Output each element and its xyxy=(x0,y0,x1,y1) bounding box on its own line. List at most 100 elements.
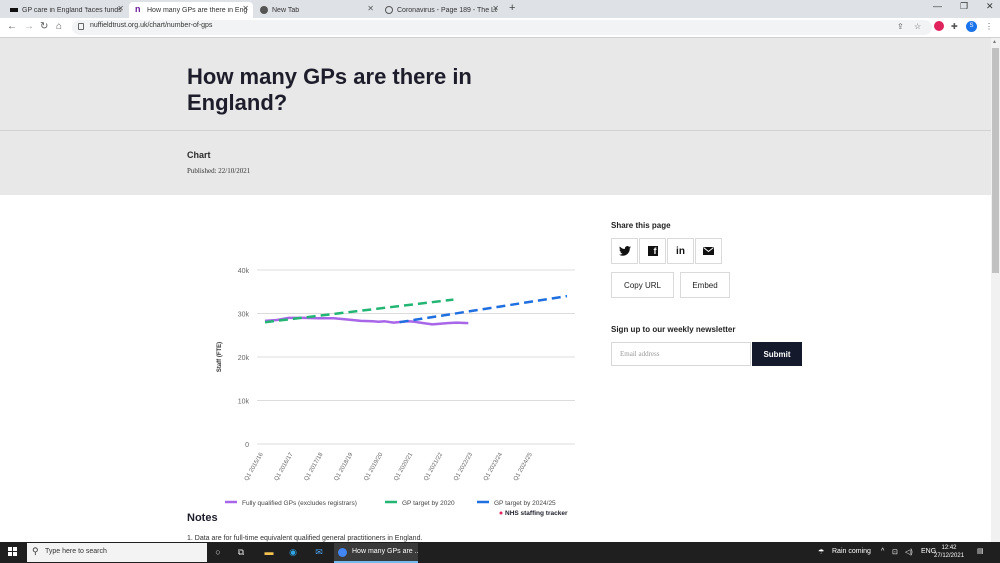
close-icon[interactable]: ✕ xyxy=(242,4,249,13)
x-tick-label: Q1 2019/20 xyxy=(363,451,384,482)
restore-icon[interactable]: ❐ xyxy=(960,1,969,11)
extensions-puzzle-icon[interactable]: ✚ xyxy=(951,22,958,31)
tab-title: How many GPs are there in Engla xyxy=(147,6,247,14)
y-tick-label: 40k xyxy=(238,268,250,275)
chrome-icon xyxy=(338,548,347,557)
globe-icon xyxy=(385,6,393,14)
scrollbar-thumb[interactable] xyxy=(992,48,999,273)
y-tick-label: 0 xyxy=(245,442,249,449)
y-tick-label: 30k xyxy=(238,312,250,319)
extension-icon[interactable] xyxy=(934,21,944,31)
close-icon[interactable]: ✕ xyxy=(117,4,124,13)
profile-avatar[interactable]: S xyxy=(966,21,977,32)
facebook-icon: f xyxy=(647,246,658,256)
gp-chart: 0 10k 20k 30k 40k Staff (FTE) Q1 2015/16 Q1 201… xyxy=(205,218,595,518)
legend-label: GP target by 2020 xyxy=(402,500,455,507)
reload-icon[interactable]: ↻ xyxy=(40,21,49,32)
series-line-2 xyxy=(399,294,568,324)
x-tick-label: Q1 2017/18 xyxy=(304,451,325,482)
globe-icon xyxy=(260,6,268,14)
search-icon: ⚲ xyxy=(32,546,39,556)
close-window-icon[interactable]: ✕ xyxy=(986,1,994,11)
windows-start-icon[interactable] xyxy=(8,547,18,557)
minimize-icon[interactable]: — xyxy=(933,1,942,11)
share-icon[interactable]: ⇪ xyxy=(897,22,904,31)
menu-dots-icon[interactable]: ⋮ xyxy=(985,22,993,31)
email-share-button[interactable] xyxy=(695,238,722,264)
meta-band: Chart Published: 22/10/2021 xyxy=(0,131,991,195)
linkedin-icon: in xyxy=(676,245,685,257)
x-tick-label: Q1 2021/22 xyxy=(423,451,444,482)
bbc-favicon-icon xyxy=(10,8,18,12)
tab-title: GP care in England 'faces funds a xyxy=(22,6,122,14)
linkedin-share-button[interactable]: in xyxy=(667,238,694,264)
submit-button[interactable]: Submit xyxy=(752,342,802,366)
tab-coronavirus[interactable]: Coronavirus - Page 189 - The Lo ✕ xyxy=(379,2,503,18)
weather-umbrella-icon[interactable]: ☂ xyxy=(818,549,825,556)
content-type-label: Chart xyxy=(187,150,211,160)
language-indicator[interactable]: ENG xyxy=(921,548,937,555)
copy-url-button[interactable]: Copy URL xyxy=(611,272,674,298)
file-explorer-icon[interactable]: ▬ xyxy=(264,547,274,557)
email-input[interactable]: Email address xyxy=(611,342,751,366)
taskbar-search-box[interactable]: ⚲ Type here to search xyxy=(27,543,207,562)
notes-heading: Notes xyxy=(187,512,218,524)
y-tick-label: 20k xyxy=(238,355,250,362)
x-tick-label: Q1 2020/21 xyxy=(393,451,414,482)
newsletter-title: Sign up to our weekly newsletter xyxy=(611,325,736,334)
search-placeholder: Type here to search xyxy=(45,548,107,555)
edge-icon[interactable]: ◉ xyxy=(289,547,297,557)
x-tick-label: Q1 2024/25 xyxy=(513,451,534,482)
legend-label: GP target by 2024/25 xyxy=(494,500,556,507)
weather-text[interactable]: Rain coming xyxy=(832,548,871,555)
page-scrollbar[interactable]: ▲ xyxy=(991,38,1000,542)
published-date: Published: 22/10/2021 xyxy=(187,167,251,175)
bookmark-star-icon[interactable]: ☆ xyxy=(914,22,922,31)
address-bar[interactable]: nuffieldtrust.org.uk/chart/number-of-gps xyxy=(72,20,932,35)
cortana-icon[interactable]: ○ xyxy=(215,547,221,557)
legend-label: Fully qualified GPs (excludes registrars… xyxy=(242,500,357,507)
scroll-up-icon[interactable]: ▲ xyxy=(992,39,997,45)
page-content: How many GPs are there in England? Chart… xyxy=(0,38,991,542)
lock-icon xyxy=(78,23,84,30)
home-icon[interactable]: ⌂ xyxy=(56,21,63,32)
header-band: How many GPs are there in England? xyxy=(0,38,991,131)
series-line-1 xyxy=(264,298,454,324)
twitter-icon xyxy=(618,246,631,256)
tab-new-tab[interactable]: New Tab ✕ xyxy=(254,2,378,18)
facebook-share-button[interactable]: f xyxy=(639,238,666,264)
tab-how-many-gps[interactable]: n How many GPs are there in Engla ✕ xyxy=(129,2,253,18)
tab-gp-care[interactable]: GP care in England 'faces funds a ✕ xyxy=(4,2,128,18)
notifications-icon[interactable]: ▤ xyxy=(977,548,984,555)
forward-icon[interactable]: → xyxy=(24,21,34,32)
mail-icon xyxy=(703,247,714,255)
taskbar-chrome-window[interactable]: How many GPs are ... xyxy=(334,543,418,563)
close-icon[interactable]: ✕ xyxy=(367,4,374,13)
source-label: NHS staffing tracker xyxy=(505,510,568,517)
mail-app-icon[interactable]: ✉ xyxy=(315,547,323,557)
back-icon[interactable]: ← xyxy=(7,21,17,32)
embed-button[interactable]: Embed xyxy=(680,272,730,298)
y-axis-label: Staff (FTE) xyxy=(217,342,223,372)
twitter-share-button[interactable] xyxy=(611,238,638,264)
tab-title: Coronavirus - Page 189 - The Lo xyxy=(397,6,497,14)
tray-chevron-icon[interactable]: ^ xyxy=(881,548,885,555)
new-tab-button[interactable]: + xyxy=(509,2,516,14)
page-title: How many GPs are there in England? xyxy=(187,64,472,115)
chart-svg: 0 10k 20k 30k 40k Staff (FTE) Q1 2015/16 Q1 201… xyxy=(217,268,575,517)
network-icon[interactable]: ⊡ xyxy=(892,549,898,556)
source-dot xyxy=(499,511,503,515)
browser-tab-strip: GP care in England 'faces funds a ✕ n Ho… xyxy=(0,0,1000,18)
tab-title: New Tab xyxy=(272,6,300,14)
task-view-icon[interactable]: ⧉ xyxy=(237,547,245,557)
nuffield-favicon-icon: n xyxy=(135,4,141,14)
windows-taskbar: ⚲ Type here to search ○ ⧉ ▬ ◉ ✉ How many… xyxy=(0,542,1000,563)
browser-toolbar: ← → ↻ ⌂ nuffieldtrust.org.uk/chart/numbe… xyxy=(0,18,1000,38)
taskbar-clock[interactable]: 12:42 27/12/2021 xyxy=(934,545,965,559)
share-title: Share this page xyxy=(611,221,671,230)
y-tick-label: 10k xyxy=(238,399,250,406)
x-tick-label: Q1 2023/24 xyxy=(483,451,504,482)
close-icon[interactable]: ✕ xyxy=(492,4,499,13)
volume-icon[interactable]: ◁) xyxy=(905,549,913,556)
x-tick-label: Q1 2022/23 xyxy=(453,451,474,482)
